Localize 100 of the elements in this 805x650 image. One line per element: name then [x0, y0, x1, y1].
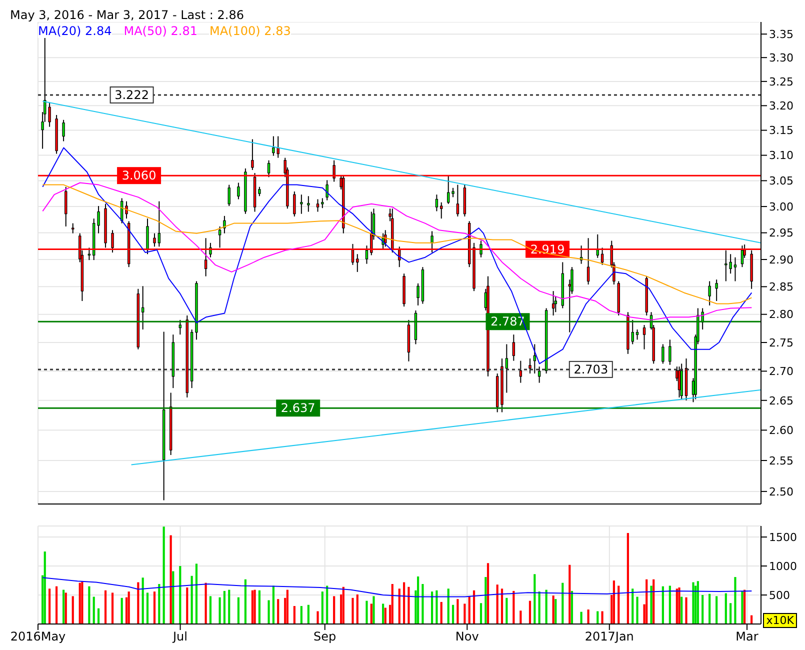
bar [64, 592, 67, 624]
candlestick [125, 200, 128, 220]
bar [678, 587, 680, 624]
y-tick-label: 500 [769, 588, 790, 602]
bar [272, 586, 274, 624]
candlestick [141, 286, 144, 330]
y-tick-label: 3.25 [769, 75, 794, 88]
candlestick [456, 184, 460, 217]
bar [277, 599, 280, 624]
candlestick [178, 319, 182, 336]
y-tick-label: 2.80 [769, 308, 794, 322]
bar [223, 590, 226, 624]
candlestick [293, 190, 296, 217]
bar [652, 579, 655, 624]
bar [464, 604, 466, 624]
bar [293, 606, 296, 624]
candlestick [734, 256, 737, 282]
candlestick [505, 344, 508, 394]
bar [545, 590, 548, 624]
y-tick-label: 2.85 [769, 280, 794, 294]
candlestick [307, 196, 310, 212]
bar [403, 582, 406, 624]
y-tick-label: 1000 [769, 560, 797, 573]
bar [506, 598, 508, 624]
y-tick-label: 3.10 [769, 149, 794, 162]
y-tick-label: 3.20 [769, 100, 794, 113]
y-tick-label: 3.05 [769, 174, 794, 188]
candlestick [267, 160, 270, 178]
bar [268, 600, 270, 624]
bar [685, 597, 688, 624]
y-tick-label: 1500 [769, 530, 797, 544]
bar [626, 532, 629, 624]
bar [512, 590, 515, 624]
bar [568, 564, 571, 624]
candlestick [668, 339, 672, 366]
text: MA(100) 2.83 [209, 24, 291, 38]
bar [366, 600, 368, 624]
bar [384, 608, 386, 624]
bar [342, 586, 344, 624]
x-tick-label: 2017Jan [584, 630, 634, 644]
bar [534, 574, 536, 624]
candlestick [356, 254, 359, 272]
bar [587, 610, 590, 624]
candlestick [435, 194, 438, 212]
bar [676, 588, 678, 624]
candlestick [636, 328, 639, 340]
x-tick-label: Mar [736, 630, 758, 644]
candlestick [153, 232, 156, 248]
x-tick-label: Sep [314, 630, 336, 644]
bar [716, 596, 718, 624]
bar [195, 564, 198, 624]
bar [570, 590, 574, 624]
candlestick [228, 184, 230, 207]
bar [456, 599, 459, 624]
bar [436, 590, 438, 624]
y-tick-label: 2.65 [769, 394, 794, 408]
bar [251, 590, 254, 624]
bar [356, 594, 358, 624]
candlestick [447, 174, 450, 204]
y-tick-label: 2.50 [769, 485, 794, 498]
bar [668, 586, 671, 624]
bar [612, 580, 615, 624]
bar [88, 586, 90, 624]
candlestick [528, 358, 532, 374]
bar [468, 596, 470, 624]
bar [391, 584, 394, 624]
bar [333, 596, 336, 624]
candlestick [642, 324, 646, 350]
x-tick-label: Nov [455, 630, 479, 644]
text: MA(50) 2.81 [124, 24, 198, 38]
bar [596, 611, 599, 624]
bar [111, 592, 114, 624]
bar [120, 598, 123, 624]
bar [496, 584, 498, 624]
candlestick [146, 218, 149, 255]
candlestick [538, 366, 541, 384]
bar [708, 594, 711, 624]
text: MA(20) 2.84 [38, 24, 112, 38]
bar [538, 592, 540, 624]
line-series [42, 147, 752, 364]
bar [300, 606, 302, 624]
bar [352, 598, 354, 624]
bar [244, 579, 247, 624]
bar [618, 586, 620, 624]
candlestick [365, 245, 368, 264]
bar [440, 602, 442, 624]
bar [416, 576, 420, 624]
bar [218, 597, 221, 624]
y-tick-label: 3.35 [769, 28, 794, 41]
bar [190, 576, 193, 624]
bar [562, 582, 564, 624]
bar [209, 596, 212, 624]
candlestick [440, 202, 443, 220]
bar [326, 586, 328, 624]
bar [81, 582, 84, 624]
bar [580, 612, 582, 624]
candlestick [258, 186, 261, 197]
bar [228, 590, 230, 624]
candlestick [384, 230, 387, 248]
y-axis-title: x10K [763, 613, 797, 628]
